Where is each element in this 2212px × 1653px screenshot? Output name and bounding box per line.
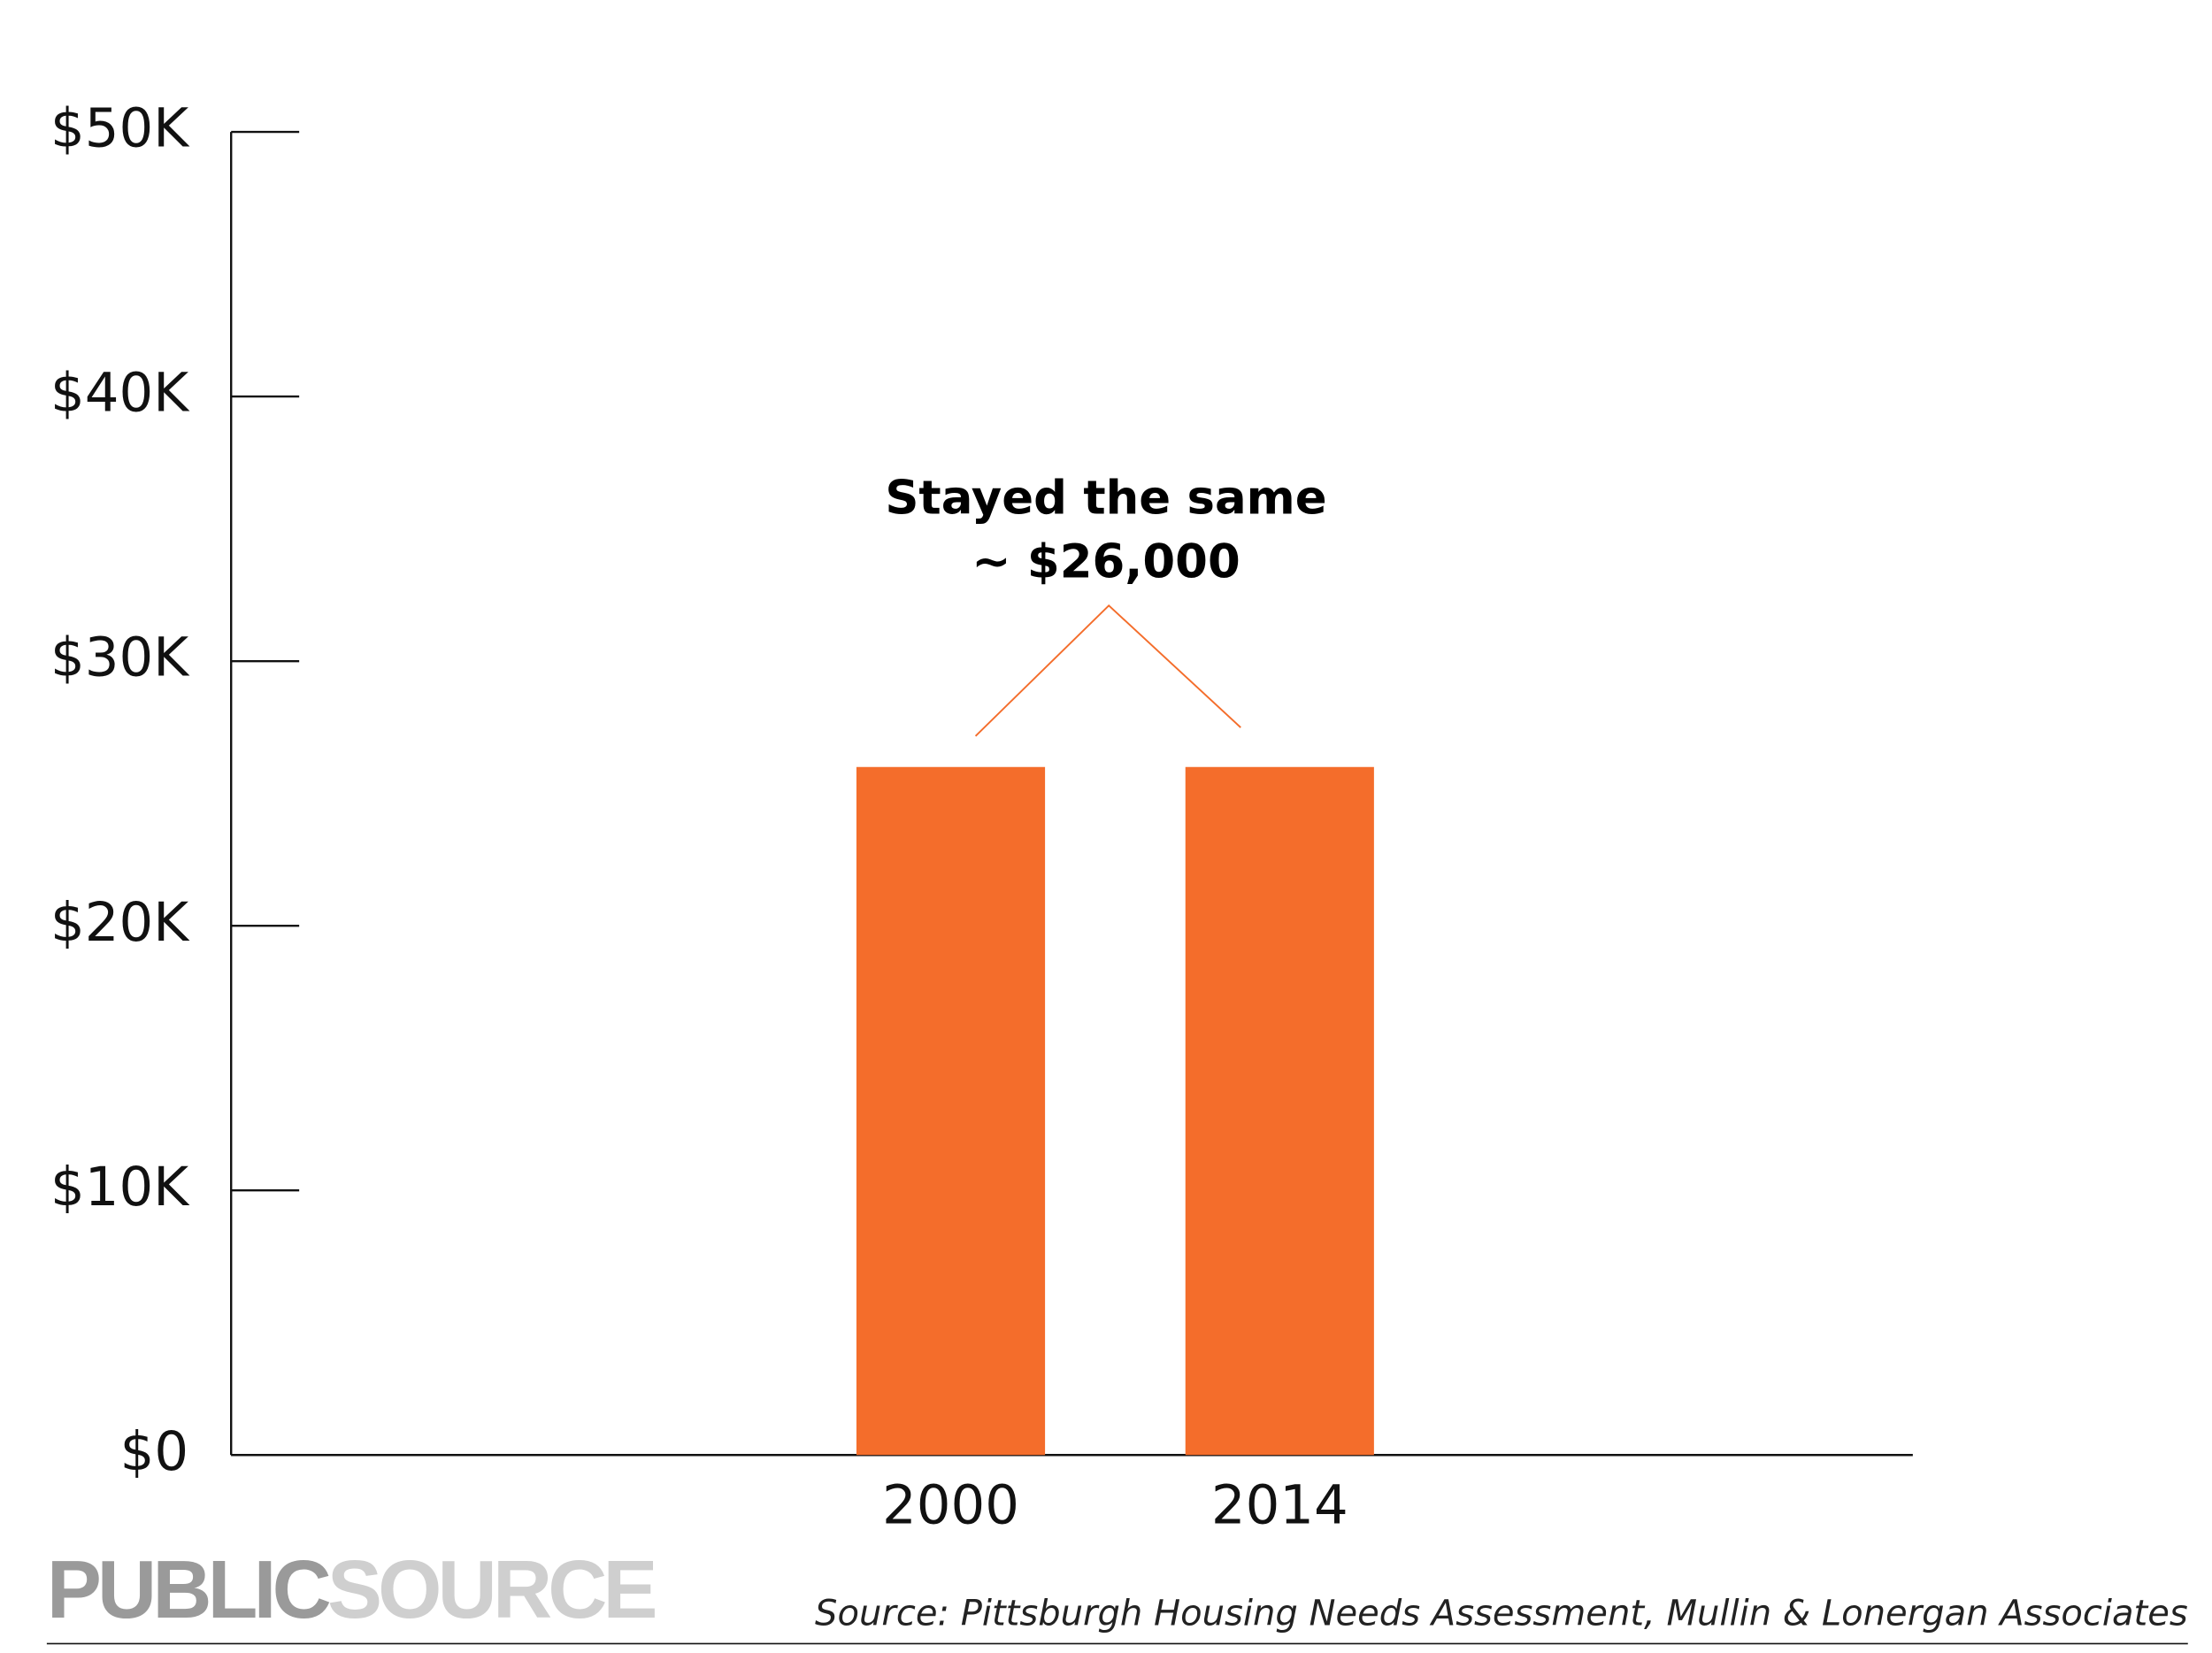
bar — [856, 766, 1046, 1456]
source: Source: Pittsburgh Housing Needs Assessm… — [815, 1593, 2188, 1634]
y-tick-label: $40K — [50, 362, 190, 425]
logo: PUBLICSOURCE — [47, 1542, 656, 1634]
bar — [1185, 766, 1374, 1456]
annotation: Stayed the same — [885, 471, 1326, 525]
y-tick-label: $0 — [120, 1420, 188, 1483]
y-tick-label: $10K — [50, 1156, 190, 1219]
logo-part: PUBLIC — [47, 1542, 330, 1634]
y-tick-label: $50K — [50, 97, 190, 160]
x-tick-label: 2000 — [882, 1474, 1019, 1537]
annotation: ~ $26,000 — [972, 534, 1240, 588]
annotation-bracket — [974, 604, 1241, 737]
y-tick-label: $30K — [50, 627, 190, 689]
logo-part: SOURCE — [327, 1542, 656, 1634]
y-tick-label: $20K — [50, 891, 190, 954]
x-tick-label: 2014 — [1211, 1474, 1348, 1537]
